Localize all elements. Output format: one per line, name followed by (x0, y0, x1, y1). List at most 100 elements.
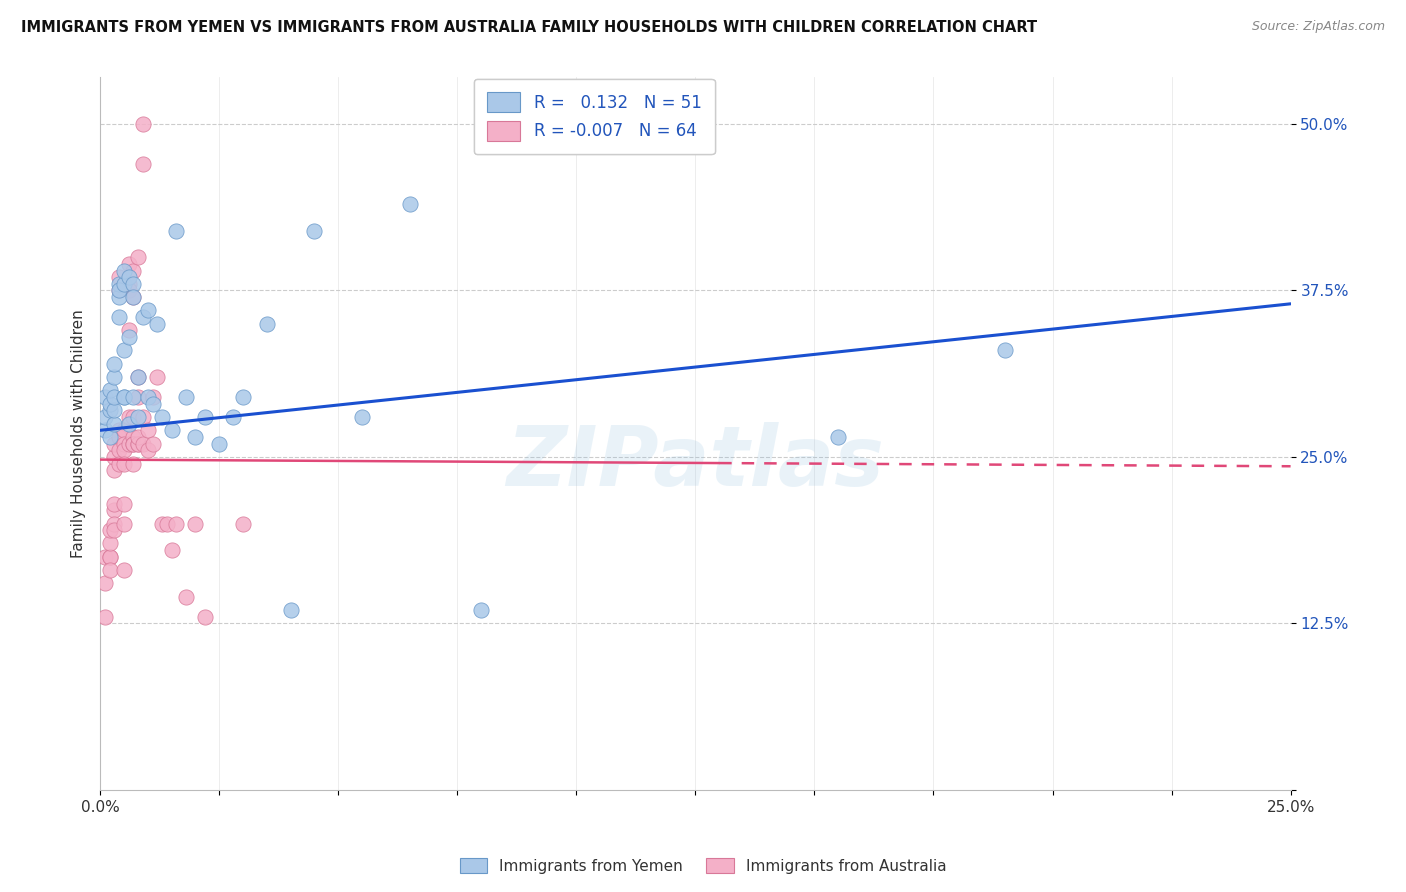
Point (132, 117, 155, 131)
Point (127, 409, 149, 424)
Point (136, 390, 159, 404)
Point (122, 430, 145, 444)
Point (146, 370, 169, 384)
Point (208, 436, 231, 450)
Point (112, 436, 135, 450)
Point (122, 277, 145, 291)
Point (132, 310, 155, 325)
Point (98, 549, 121, 564)
Point (112, 457, 135, 471)
Point (118, 257, 141, 271)
Point (112, 263, 135, 277)
Point (103, 370, 125, 384)
Point (304, 223, 326, 237)
Point (103, 450, 125, 464)
Point (127, 370, 149, 384)
Point (112, 497, 135, 511)
Point (103, 436, 125, 450)
Point (118, 323, 141, 337)
Point (127, 250, 149, 264)
Point (94, 576, 117, 591)
Point (256, 317, 278, 331)
Point (122, 390, 145, 404)
Point (98, 536, 121, 550)
Point (184, 430, 207, 444)
Point (98, 403, 121, 417)
Y-axis label: Family Households with Children: Family Households with Children (72, 310, 86, 558)
Point (132, 436, 155, 450)
Point (127, 430, 149, 444)
Point (98, 523, 121, 537)
Point (122, 409, 145, 424)
Point (141, 436, 163, 450)
Point (94, 390, 117, 404)
Point (136, 303, 159, 318)
Point (127, 390, 149, 404)
Point (103, 390, 125, 404)
Point (108, 284, 131, 298)
Point (108, 270, 131, 285)
Point (350, 409, 373, 424)
Point (98, 563, 121, 577)
Point (94, 549, 117, 564)
Point (118, 417, 141, 431)
Point (127, 436, 149, 450)
Point (103, 357, 125, 371)
Text: IMMIGRANTS FROM YEMEN VS IMMIGRANTS FROM AUSTRALIA FAMILY HOUSEHOLDS WITH CHILDR: IMMIGRANTS FROM YEMEN VS IMMIGRANTS FROM… (21, 20, 1038, 35)
Point (122, 436, 145, 450)
Legend: Immigrants from Yemen, Immigrants from Australia: Immigrants from Yemen, Immigrants from A… (454, 852, 952, 880)
Point (103, 463, 125, 477)
Point (132, 157, 155, 171)
Point (141, 390, 163, 404)
Point (127, 436, 149, 450)
Point (127, 370, 149, 384)
Point (112, 277, 135, 291)
Point (108, 443, 131, 458)
Point (112, 390, 135, 404)
Point (108, 430, 131, 444)
Point (108, 423, 131, 437)
Point (160, 423, 183, 437)
Point (141, 397, 163, 411)
Point (108, 290, 131, 304)
Point (156, 516, 179, 531)
Point (136, 443, 159, 458)
Point (118, 409, 141, 424)
Point (150, 409, 173, 424)
Point (470, 603, 492, 617)
Point (112, 423, 135, 437)
Point (398, 197, 420, 211)
Text: ZIPatlas: ZIPatlas (506, 422, 884, 502)
Point (184, 516, 207, 531)
Point (103, 403, 125, 417)
Point (146, 317, 169, 331)
Point (827, 430, 849, 444)
Point (112, 343, 135, 358)
Text: Source: ZipAtlas.com: Source: ZipAtlas.com (1251, 20, 1385, 33)
Point (132, 409, 155, 424)
Point (94, 423, 117, 437)
Point (174, 390, 197, 404)
Point (112, 390, 135, 404)
Point (232, 390, 254, 404)
Point (165, 516, 187, 531)
Point (118, 277, 141, 291)
Point (108, 457, 131, 471)
Point (112, 443, 135, 458)
Point (194, 609, 217, 624)
Point (103, 497, 125, 511)
Point (98, 397, 121, 411)
Point (122, 290, 145, 304)
Point (103, 417, 125, 431)
Point (122, 263, 145, 277)
Point (108, 310, 131, 325)
Point (103, 523, 125, 537)
Point (165, 223, 187, 237)
Point (103, 503, 125, 517)
Point (280, 603, 302, 617)
Point (994, 343, 1017, 358)
Point (118, 270, 141, 285)
Point (222, 409, 245, 424)
Point (94, 409, 117, 424)
Point (174, 590, 197, 604)
